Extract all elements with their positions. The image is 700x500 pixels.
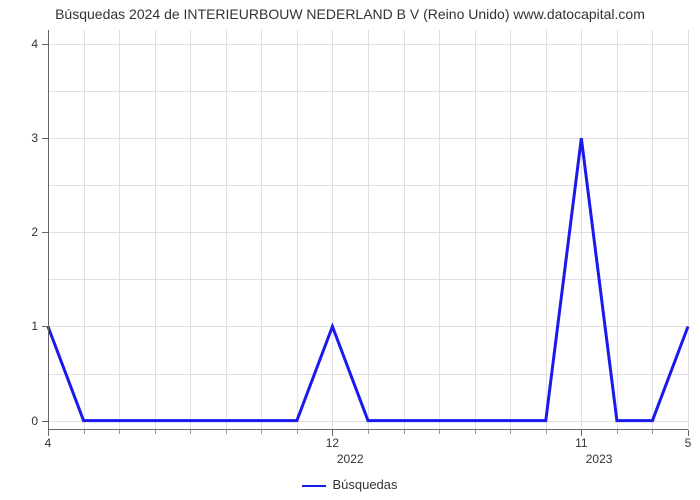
- legend: Búsquedas: [0, 477, 700, 492]
- line-series: [48, 30, 688, 430]
- x-minor-tick: [510, 430, 511, 434]
- x-minor-tick: [261, 430, 262, 434]
- x-tick-label: 5: [685, 436, 692, 450]
- x-minor-tick: [475, 430, 476, 434]
- x-minor-tick: [617, 430, 618, 434]
- x-minor-tick: [190, 430, 191, 434]
- y-tick-label: 1: [0, 319, 38, 333]
- y-tick-label: 2: [0, 225, 38, 239]
- y-tick: [42, 326, 48, 327]
- x-tick-label: 12: [326, 436, 339, 450]
- x-minor-tick: [297, 430, 298, 434]
- y-tick: [42, 44, 48, 45]
- y-tick-label: 0: [0, 414, 38, 428]
- y-tick: [42, 421, 48, 422]
- x-minor-tick: [368, 430, 369, 434]
- x-minor-tick: [546, 430, 547, 434]
- grid-line-vertical: [688, 30, 689, 430]
- x-minor-tick: [652, 430, 653, 434]
- x-tick-label: 11: [575, 436, 587, 450]
- y-tick: [42, 138, 48, 139]
- y-tick: [42, 232, 48, 233]
- chart-title: Búsquedas 2024 de INTERIEURBOUW NEDERLAN…: [0, 6, 700, 22]
- x-minor-tick: [84, 430, 85, 434]
- series-line: [48, 138, 688, 420]
- x-tick-label: 4: [45, 436, 52, 450]
- y-axis-line: [48, 30, 49, 430]
- legend-swatch: [302, 485, 326, 487]
- y-tick-label: 3: [0, 131, 38, 145]
- x-minor-tick: [226, 430, 227, 434]
- chart-container: Búsquedas 2024 de INTERIEURBOUW NEDERLAN…: [0, 0, 700, 500]
- y-tick-label: 4: [0, 37, 38, 51]
- plot-area: [48, 30, 688, 430]
- x-minor-tick: [155, 430, 156, 434]
- x-year-label: 2023: [586, 452, 613, 466]
- x-minor-tick: [119, 430, 120, 434]
- x-minor-tick: [439, 430, 440, 434]
- legend-label: Búsquedas: [332, 477, 397, 492]
- x-year-label: 2022: [337, 452, 364, 466]
- x-minor-tick: [404, 430, 405, 434]
